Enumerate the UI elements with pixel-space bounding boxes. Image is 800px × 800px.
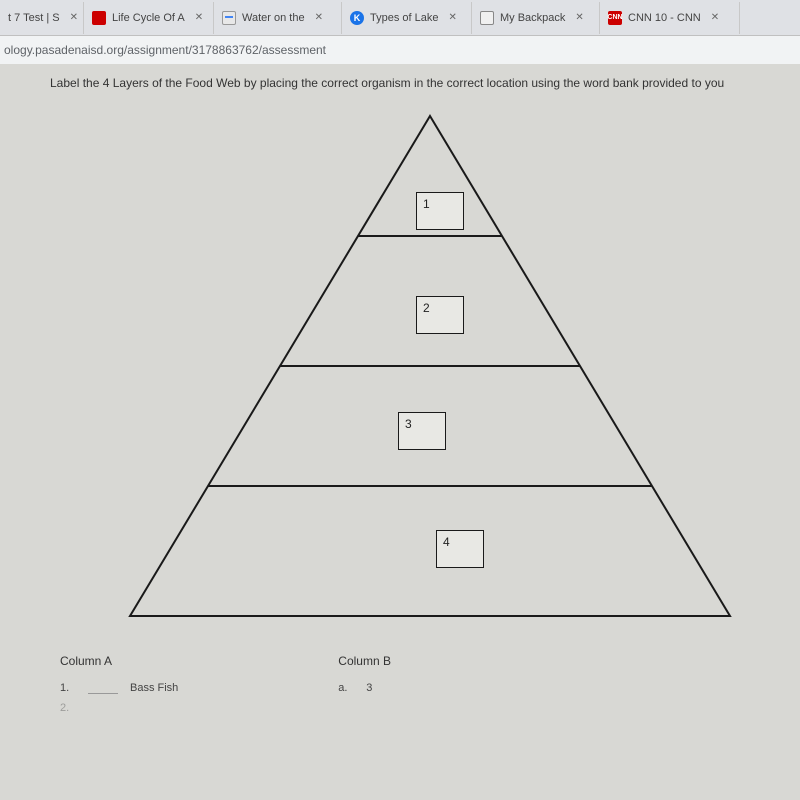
answer-blank[interactable] [88, 682, 118, 694]
label-text: 4 [443, 535, 450, 549]
pyramid-label-1[interactable]: 1 [416, 192, 464, 230]
tab-test[interactable]: t 7 Test | S ✕ [0, 2, 84, 34]
row-number: 1. [60, 682, 76, 694]
tab-cnn[interactable]: CNN CNN 10 - CNN ✕ [600, 2, 740, 34]
close-icon[interactable]: ✕ [70, 12, 78, 23]
close-icon[interactable]: ✕ [575, 12, 583, 23]
tab-title: Life Cycle Of A [112, 12, 185, 24]
cnn-icon: CNN [608, 11, 622, 25]
row-letter: a. [338, 682, 354, 694]
column-a-row-1: 1. Bass Fish [60, 678, 178, 698]
tab-title: Water on the [242, 12, 305, 24]
k-icon: K [350, 11, 364, 25]
pyramid-svg [120, 106, 740, 626]
assessment-content: Label the 4 Layers of the Food Web by pl… [0, 64, 800, 800]
tab-lakes[interactable]: K Types of Lake ✕ [342, 2, 472, 34]
label-text: 2 [423, 301, 430, 315]
column-a-row-2: 2. [60, 698, 178, 718]
row-text: 3 [366, 682, 372, 694]
column-b: Column B a. 3 [338, 654, 391, 718]
row-number: 2. [60, 702, 76, 714]
address-bar[interactable]: ology.pasadenaisd.org/assignment/3178863… [0, 36, 800, 64]
row-text: Bass Fish [130, 682, 178, 694]
document-icon [222, 11, 236, 25]
tab-title: My Backpack [500, 12, 565, 24]
tab-water[interactable]: Water on the ✕ [214, 2, 342, 34]
tab-title: t 7 Test | S [8, 12, 60, 24]
tab-backpack[interactable]: My Backpack ✕ [472, 2, 600, 34]
tab-title: Types of Lake [370, 12, 439, 24]
pyramid-label-2[interactable]: 2 [416, 296, 464, 334]
pyramid-label-4[interactable]: 4 [436, 530, 484, 568]
backpack-icon [480, 11, 494, 25]
pyramid-diagram: 1 2 3 4 [120, 106, 740, 626]
label-text: 1 [423, 197, 430, 211]
column-b-header: Column B [338, 654, 391, 668]
url-text: ology.pasadenaisd.org/assignment/3178863… [0, 43, 326, 57]
close-icon[interactable]: ✕ [711, 12, 719, 23]
close-icon[interactable]: ✕ [449, 12, 457, 23]
pyramid-label-3[interactable]: 3 [398, 412, 446, 450]
column-a: Column A 1. Bass Fish 2. [60, 654, 178, 718]
browser-tabs-bar: t 7 Test | S ✕ Life Cycle Of A ✕ Water o… [0, 0, 800, 36]
column-a-header: Column A [60, 654, 178, 668]
tab-title: CNN 10 - CNN [628, 12, 701, 24]
youtube-icon [92, 11, 106, 25]
tab-lifecycle[interactable]: Life Cycle Of A ✕ [84, 2, 214, 34]
close-icon[interactable]: ✕ [315, 12, 323, 23]
label-text: 3 [405, 417, 412, 431]
close-icon[interactable]: ✕ [195, 12, 203, 23]
column-b-row-1: a. 3 [338, 678, 391, 698]
question-text: Label the 4 Layers of the Food Web by pl… [0, 76, 800, 106]
matching-columns: Column A 1. Bass Fish 2. Column B a. 3 [0, 626, 800, 718]
